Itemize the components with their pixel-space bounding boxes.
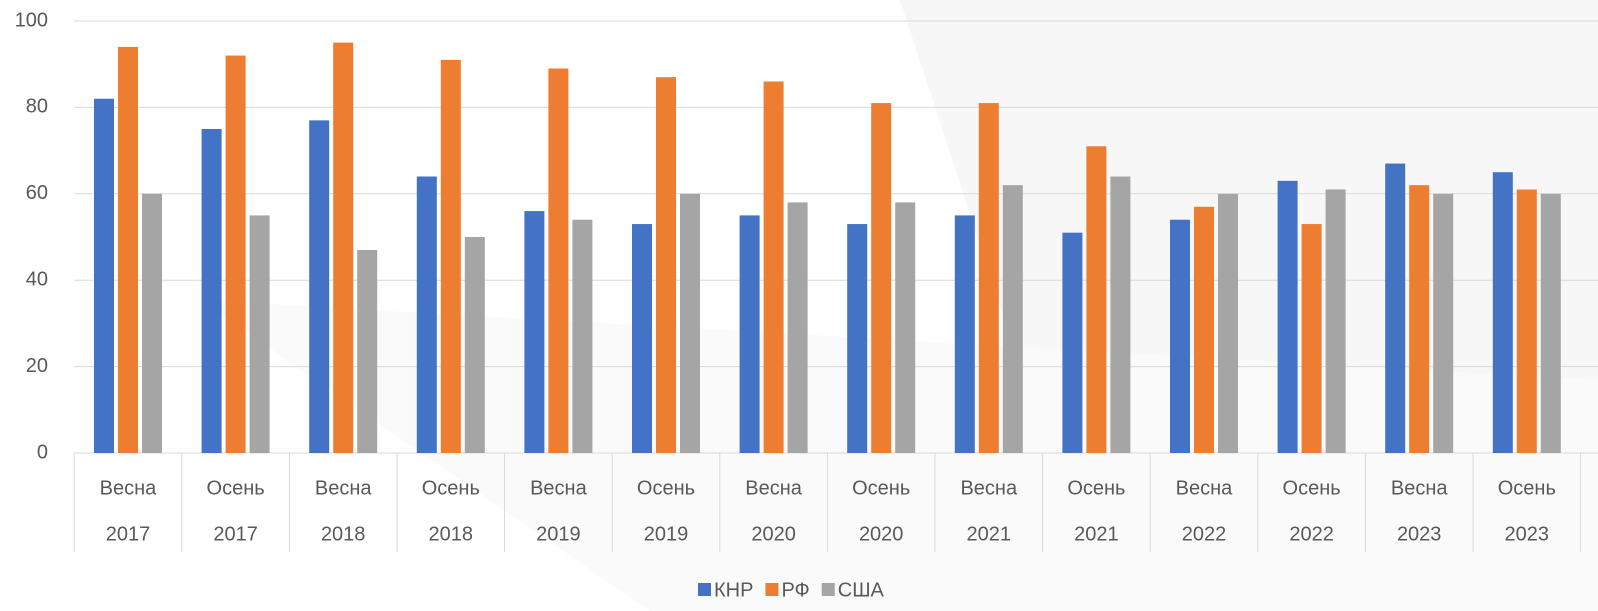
x-tick-label: Осень (852, 477, 910, 499)
bar (1385, 163, 1406, 453)
bar (440, 59, 461, 453)
x-tick-label: 2019 (536, 523, 581, 545)
x-tick-label: Весна (100, 477, 158, 499)
bar (1170, 219, 1190, 453)
bar (1540, 193, 1561, 454)
x-tick-label: Осень (422, 477, 480, 499)
legend-label: РФ (781, 579, 809, 601)
bar (548, 68, 569, 454)
legend-swatch (821, 583, 835, 596)
bar (249, 215, 270, 453)
bar (309, 120, 330, 454)
x-tick-label: 2019 (644, 523, 689, 545)
bar (142, 193, 162, 454)
x-tick-label: 2020 (859, 523, 904, 545)
bar (787, 202, 808, 453)
bar (632, 224, 652, 453)
bar (1516, 189, 1537, 454)
x-tick-label: 2017 (106, 523, 151, 545)
legend-swatch (765, 583, 779, 596)
y-tick-label: 0 (37, 441, 48, 463)
x-tick-label: 2023 (1505, 523, 1550, 545)
x-tick-label: 2018 (321, 523, 366, 545)
bar (895, 202, 916, 453)
x-tick-label: 2017 (213, 523, 258, 545)
bar (1194, 206, 1214, 453)
bar (847, 224, 868, 453)
x-tick-label: 2020 (751, 523, 796, 545)
bar (1086, 146, 1107, 453)
bar (333, 42, 354, 453)
bar (1002, 185, 1023, 453)
bar (1301, 224, 1322, 453)
bar (572, 219, 593, 453)
y-tick-label: 40 (26, 268, 48, 290)
x-tick-label: 2023 (1397, 523, 1442, 545)
x-tick-label: Весна (1391, 477, 1449, 499)
legend-label: США (838, 579, 885, 601)
y-tick-label: 80 (26, 96, 48, 118)
x-tick-label: Осень (1067, 477, 1125, 499)
legend-label: КНР (714, 579, 753, 601)
bar (1433, 193, 1454, 454)
bar (524, 211, 545, 453)
x-tick-label: Весна (530, 477, 588, 499)
bar (201, 129, 222, 453)
x-tick-label: Осень (637, 477, 695, 499)
bar (464, 237, 485, 453)
bar (94, 98, 114, 453)
x-tick-label: 2022 (1182, 523, 1227, 545)
x-tick-label: Весна (745, 477, 803, 499)
x-tick-label: Весна (1176, 477, 1234, 499)
bar (871, 103, 892, 453)
x-tick-label: Весна (315, 477, 373, 499)
bar (1409, 185, 1430, 453)
bar (1325, 189, 1346, 454)
bar (978, 103, 999, 453)
x-tick-label: 2021 (967, 523, 1012, 545)
y-tick-label: 100 (15, 9, 48, 31)
bar (680, 193, 700, 454)
x-tick-label: Весна (960, 477, 1018, 499)
x-tick-label: Осень (207, 477, 265, 499)
bar (357, 249, 378, 453)
y-tick-label: 60 (26, 182, 48, 204)
x-tick-label: Осень (1283, 477, 1341, 499)
bar (1277, 180, 1298, 453)
bar (118, 46, 138, 454)
x-tick-label: 2021 (1074, 523, 1119, 545)
bar (1218, 193, 1238, 454)
y-tick-label: 20 (26, 355, 48, 377)
bar (1062, 232, 1083, 453)
bar (954, 215, 975, 453)
x-tick-label: 2018 (429, 523, 474, 545)
bar (656, 77, 676, 453)
legend-swatch (698, 583, 711, 596)
bar (763, 81, 784, 453)
bar (225, 55, 246, 454)
bar (1110, 176, 1131, 453)
x-tick-label: 2022 (1289, 523, 1334, 545)
bar (1492, 172, 1513, 453)
x-tick-label: Осень (1498, 477, 1556, 499)
bar (739, 215, 760, 453)
bar (416, 176, 437, 453)
